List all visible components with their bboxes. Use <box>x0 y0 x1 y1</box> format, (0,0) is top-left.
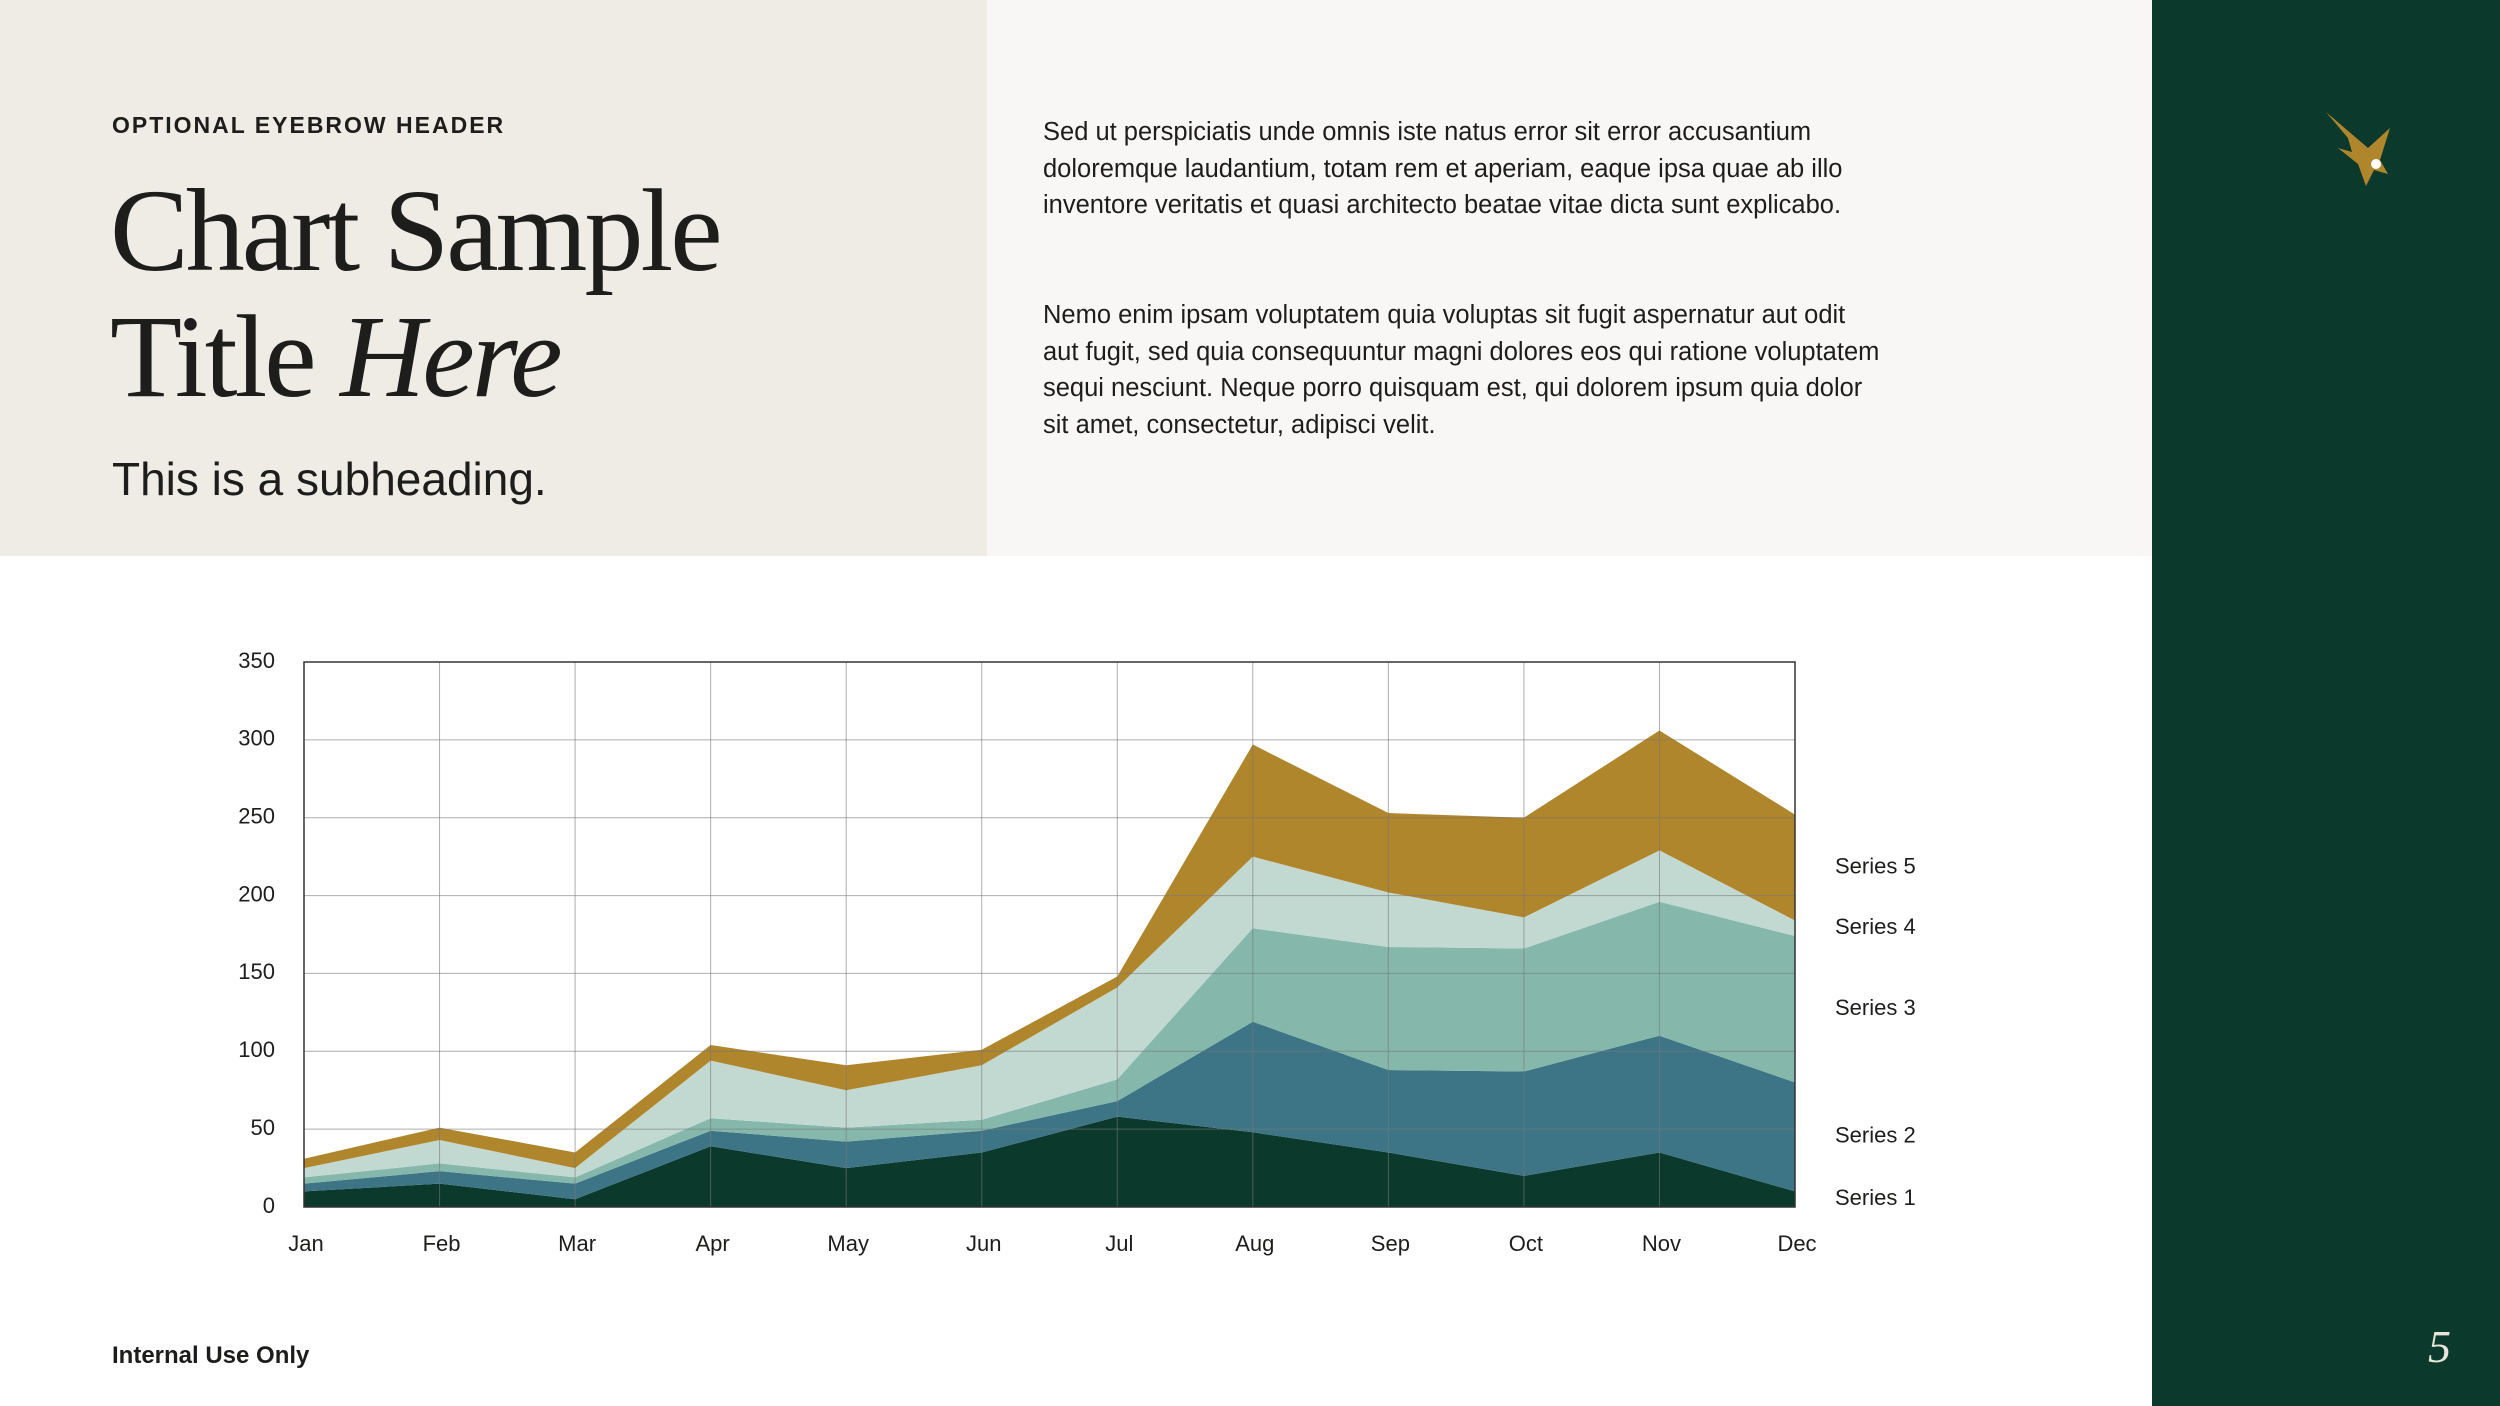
x-tick-label: Nov <box>1642 1231 1681 1256</box>
x-tick-label: Jan <box>288 1231 323 1256</box>
legend-label: Series 5 <box>1835 853 1916 878</box>
area <box>304 850 1795 1178</box>
chart: 0 50 100 150 200 250 300 350 Jan Feb Mar Apr May Jun J… <box>238 648 1916 1256</box>
y-tick-label: 0 <box>263 1193 275 1218</box>
x-tick-label: Mar <box>558 1231 596 1256</box>
side-panel <box>2152 0 2500 1406</box>
page-number: 5 <box>2428 1321 2451 1372</box>
text-panel <box>987 0 2152 556</box>
legend-label: Series 3 <box>1835 995 1916 1020</box>
y-tick-label: 300 <box>238 726 275 751</box>
y-tick-label: 50 <box>251 1115 275 1140</box>
x-tick-label: Oct <box>1509 1231 1543 1256</box>
paragraph: Sed ut perspiciatis unde omnis iste natu… <box>1043 118 1843 220</box>
area <box>304 1116 1795 1207</box>
x-tick-label: Jul <box>1105 1231 1133 1256</box>
legend-label: Series 4 <box>1835 914 1916 939</box>
area <box>304 1021 1795 1200</box>
x-tick-label: Feb <box>423 1231 461 1256</box>
legend-label: Series 2 <box>1835 1123 1916 1148</box>
title-italic: Here <box>340 291 563 422</box>
y-tick-label: 350 <box>238 648 275 673</box>
x-tick-label: Jun <box>966 1231 1001 1256</box>
y-tick-label: 100 <box>238 1037 275 1062</box>
paragraph: Nemo enim ipsam voluptatem quia voluptas… <box>1043 301 1880 440</box>
x-tick-label: Aug <box>1235 1231 1274 1256</box>
x-tick-label: Apr <box>696 1231 730 1256</box>
subheading: This is a subheading. <box>112 453 547 505</box>
title-word: Title <box>110 291 317 422</box>
y-tick-label: 200 <box>238 881 275 906</box>
plot-frame <box>303 661 1796 1208</box>
footer: Internal Use Only <box>112 1342 310 1369</box>
area <box>304 730 1795 1169</box>
header-panel <box>0 0 987 556</box>
area <box>304 901 1795 1184</box>
legend-label: Series 1 <box>1835 1185 1916 1210</box>
eagle-logo <box>2326 112 2390 186</box>
y-tick-label: 250 <box>238 804 275 829</box>
title-line: Chart Sample <box>110 165 723 296</box>
eyebrow: OPTIONAL EYEBROW HEADER <box>112 112 506 138</box>
title-line: Title Here <box>110 298 563 416</box>
x-tick-label: Dec <box>1777 1231 1816 1256</box>
y-tick-label: 150 <box>238 959 275 984</box>
x-tick-label: May <box>827 1231 869 1256</box>
x-tick-label: Sep <box>1371 1231 1410 1256</box>
